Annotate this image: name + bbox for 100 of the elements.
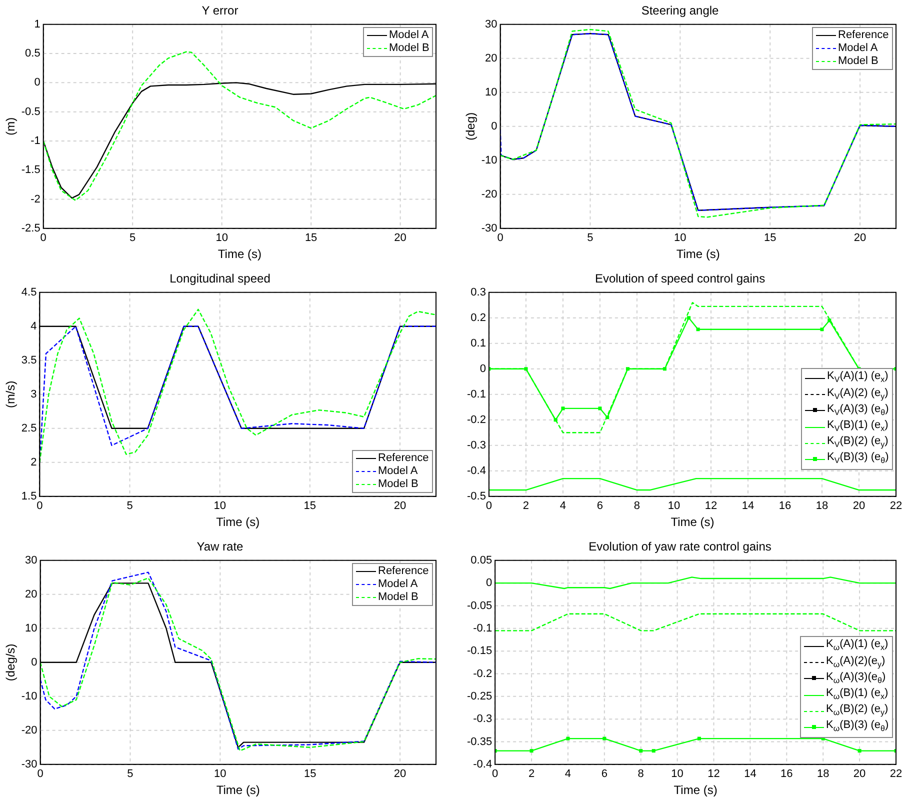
x-tick-label: 5 <box>130 232 136 244</box>
y-tick-label: -0.1 <box>473 622 492 634</box>
point <box>554 418 558 422</box>
legend-label: K$_{ω}$(A)(2)(e$_{y}$) <box>826 654 886 671</box>
y-tick-label: -0.15 <box>466 645 492 658</box>
legend-label: K$_{V}$(A)(2) (e$_{y}$) <box>827 386 888 403</box>
legend-label: K$_{ω}$(A)(1) (e$_{x}$) <box>826 638 888 655</box>
x-tick-label: 12 <box>708 768 720 780</box>
legend-label: Model B <box>838 55 878 68</box>
x-tick-label: 4 <box>564 768 572 780</box>
y-tick-label: 4.5 <box>21 286 37 298</box>
y-tick-label: -0.4 <box>473 758 492 770</box>
x-tick-label: 14 <box>744 768 756 780</box>
y-tick-label: 0 <box>34 76 40 89</box>
y-tick-label: -0.5 <box>466 490 486 502</box>
y-tick-label: 10 <box>25 622 38 634</box>
x-tick-label: 20 <box>854 232 866 244</box>
y-tick-label: -0.5 <box>21 106 40 118</box>
x-tick-label: 16 <box>778 500 792 512</box>
legend-label: Model A <box>838 42 878 56</box>
point <box>820 328 824 332</box>
y-tick-label: 1 <box>34 18 40 30</box>
point <box>828 318 832 322</box>
y-tick-label: -0.05 <box>466 600 492 612</box>
y-tick-label: 0.5 <box>25 48 40 60</box>
x-tick-label: 15 <box>304 768 316 780</box>
x-tick-label: 16 <box>780 768 793 780</box>
y-tick-label: -0.35 <box>466 736 492 748</box>
y-tick-label: -2.5 <box>21 222 40 234</box>
x-tick-label: 10 <box>671 768 684 780</box>
legend-label: Model A <box>378 578 418 592</box>
y-axis-title: (deg) <box>464 112 478 140</box>
y-tick-label: -1 <box>30 135 40 148</box>
chart-title: Longitudinal speed <box>170 272 270 286</box>
y-tick-label: 0.05 <box>470 554 492 566</box>
y-tick-label: 30 <box>485 18 498 30</box>
point <box>524 367 528 371</box>
y-tick-label: 3.5 <box>21 354 37 366</box>
legend-label: K$_{V}$(B)(2) (e$_{y}$) <box>827 435 888 452</box>
y-axis-title: (m/s) <box>4 380 18 408</box>
legend-label: K$_{V}$(B)(1) (e$_{x}$) <box>827 418 888 436</box>
chart-title: Yaw rate <box>196 540 244 554</box>
y-tick-label: 1.5 <box>21 490 37 502</box>
y-tick-label: -1.5 <box>21 164 40 176</box>
x-tick-label: 15 <box>304 500 316 512</box>
x-tick-label: 20 <box>852 500 866 512</box>
legend-label: Reference <box>838 29 889 42</box>
y-tick-label: -2 <box>30 193 40 206</box>
y-tick-label: -0.3 <box>466 439 486 452</box>
y-tick-label: -0.4 <box>466 464 486 477</box>
x-tick-label: 15 <box>764 232 776 244</box>
x-tick-label: 10 <box>216 232 228 244</box>
y-tick-label: 2.5 <box>21 422 37 434</box>
point <box>606 416 610 420</box>
y-tick-label: 0 <box>486 577 492 590</box>
legend-label: K$_{ω}$(A)(3)(e$_{θ}$) <box>826 670 886 687</box>
legend-label: K$_{V}$(A)(1) (e$_{x}$) <box>827 370 888 387</box>
x-tick-label: 6 <box>601 768 608 780</box>
y-tick-label: 0 <box>480 362 486 375</box>
chart-title: Steering angle <box>641 4 720 18</box>
y-tick-label: 0 <box>491 120 498 132</box>
x-tick-label: 20 <box>394 232 406 244</box>
y-tick-label: 30 <box>25 554 38 566</box>
y-tick-label: -30 <box>21 758 38 770</box>
x-tick-label: 10 <box>214 500 226 512</box>
y-tick-label: 0.2 <box>470 312 486 324</box>
point <box>696 328 700 332</box>
x-tick-label: 5 <box>127 768 134 780</box>
x-axis-title: Time (s) <box>674 783 718 798</box>
y-axis-title: (deg/s) <box>4 644 18 682</box>
x-tick-label: 8 <box>638 768 644 780</box>
x-tick-label: 20 <box>853 768 866 780</box>
y-tick-label: 10 <box>485 86 498 98</box>
x-tick-label: 18 <box>816 500 828 512</box>
point <box>687 316 691 320</box>
chart-title: Evolution of yaw rate control gains <box>588 540 772 554</box>
x-axis-title: Time (s) <box>218 247 262 262</box>
legend-label: Model A <box>389 29 429 42</box>
x-axis-title: Time (s) <box>670 515 714 530</box>
legend-label: K$_{V}$(B)(3) (e$_{θ}$) <box>827 451 889 468</box>
chart-title: Evolution of speed control gains <box>594 272 766 286</box>
y-tick-label: 0.3 <box>470 286 486 298</box>
y-tick-label: 4 <box>30 320 37 332</box>
x-tick-label: 10 <box>674 232 686 244</box>
x-tick-label: 15 <box>304 232 318 244</box>
x-tick-label: 18 <box>816 768 830 780</box>
line-series <box>43 51 436 202</box>
y-tick-label: 0.1 <box>470 337 486 350</box>
point <box>561 406 565 410</box>
y-axis-title: (m) <box>4 117 18 136</box>
legend-label: K$_{ω}$(B)(2) (e$_{y}$) <box>826 703 888 720</box>
legend-label: Reference <box>378 565 429 578</box>
y-tick-label: 20 <box>485 52 498 64</box>
chart-title: Y error <box>202 4 238 18</box>
y-tick-label: -30 <box>481 222 498 234</box>
y-tick-label: 2 <box>30 456 37 468</box>
point <box>662 367 666 371</box>
x-tick-label: 12 <box>704 500 718 512</box>
legend-label: Model B <box>378 591 418 604</box>
x-axis-title: Time (s) <box>216 783 260 798</box>
